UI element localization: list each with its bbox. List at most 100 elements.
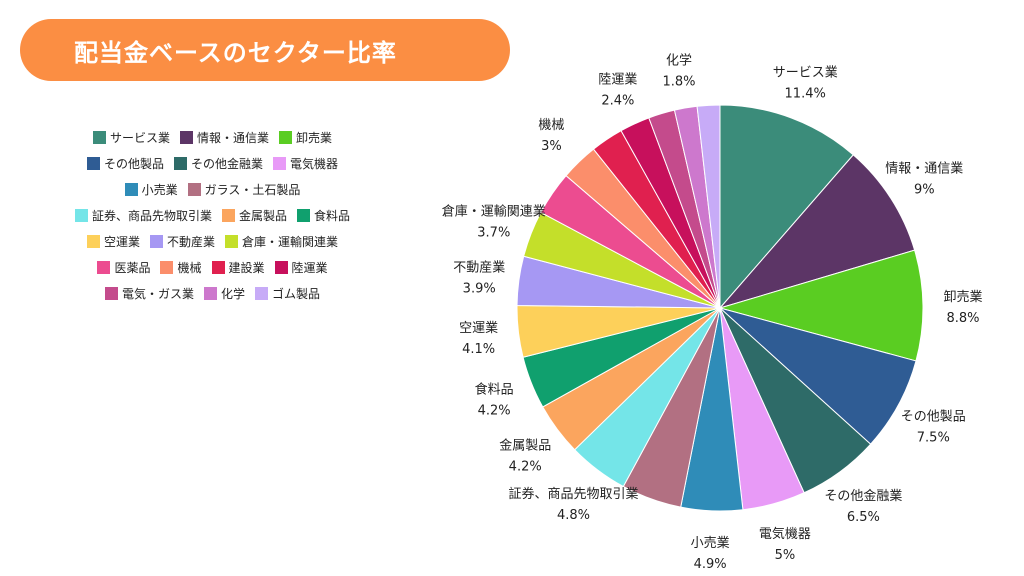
legend-item: その他製品: [86, 155, 164, 172]
slice-percent: 11.4%: [785, 86, 826, 101]
legend-item: ガラス・土石製品: [187, 181, 301, 198]
slice-label: 化学 1.8%: [662, 53, 695, 90]
legend-label: 医薬品: [114, 261, 151, 275]
legend-label: 電気・ガス業: [121, 287, 194, 301]
legend-swatch: [211, 261, 225, 274]
slice-category: 空運業: [459, 320, 498, 336]
legend-label: 倉庫・運輸関連業: [242, 235, 339, 249]
legend-swatch: [86, 157, 100, 170]
slice-category: 機械: [538, 118, 564, 133]
pie-slice: [696, 104, 721, 309]
legend-item: サービス業: [92, 129, 170, 146]
slice-category: 倉庫・運輸関連業: [442, 203, 546, 219]
legend-swatch: [74, 209, 88, 222]
pie-labels: サービス業 11.4% 情報・通信業 9% 卸売業 8.8% その他製品 7.5% その他金融業…: [442, 53, 983, 572]
legend-label: 建設業: [228, 261, 265, 275]
legend-label: サービス業: [109, 131, 170, 145]
legend-item: 不動産業: [149, 233, 215, 250]
legend-item: 建設業: [211, 259, 265, 276]
legend-item: 倉庫・運輸関連業: [225, 233, 338, 250]
legend-item: 化学: [203, 285, 245, 302]
legend-label: 不動産業: [166, 235, 215, 249]
legend-label: 化学: [220, 287, 245, 301]
slice-percent: 5%: [775, 548, 796, 563]
legend-row: 医薬品 機械 建設業 陸運業: [30, 258, 395, 277]
legend-swatch: [255, 287, 268, 300]
legend-swatch: [86, 235, 100, 248]
legend-swatch: [179, 131, 193, 144]
legend-item: 陸運業: [274, 259, 328, 276]
slice-label: 空運業 4.1%: [459, 320, 498, 357]
slice-label: 食料品 4.2%: [475, 382, 514, 419]
legend-item: ゴム製品: [255, 285, 320, 302]
legend-swatch: [297, 209, 310, 222]
legend-label: その他金融業: [190, 157, 263, 171]
slice-percent: 3%: [541, 139, 562, 154]
slice-category: 電気機器: [759, 526, 811, 542]
legend-swatch: [187, 183, 201, 196]
slice-category: その他製品: [901, 409, 966, 424]
legend-swatch: [97, 261, 111, 274]
slice-label: 情報・通信業 9%: [885, 161, 963, 198]
slice-percent: 4.1%: [462, 342, 495, 357]
legend-item: その他金融業: [173, 155, 263, 172]
slice-percent: 4.2%: [509, 459, 542, 474]
slice-label: 金属製品 4.2%: [499, 437, 551, 474]
legend-item: 機械: [160, 259, 202, 276]
legend: サービス業 情報・通信業 卸売業その他製品 その他金融業 電気機器小売業 ガラス・土石製品…: [30, 128, 395, 303]
slice-label: 不動産業 3.9%: [453, 259, 505, 296]
legend-label: 空運業: [103, 235, 140, 249]
legend-item: 金属製品: [221, 207, 287, 224]
slice-category: 卸売業: [943, 289, 982, 305]
slice-label: 機械 3%: [538, 118, 564, 154]
legend-item: 証券、商品先物取引業: [74, 207, 212, 224]
legend-label: ゴム製品: [272, 287, 321, 301]
slice-label: 倉庫・運輸関連業 3.7%: [442, 203, 546, 240]
slice-category: 食料品: [475, 382, 514, 398]
legend-row: その他製品 その他金融業 電気機器: [30, 154, 395, 173]
slice-label: 卸売業 8.8%: [943, 289, 982, 326]
legend-label: 食料品: [314, 209, 351, 223]
slice-label: その他製品 7.5%: [901, 409, 966, 445]
legend-swatch: [160, 261, 174, 274]
legend-row: 小売業 ガラス・土石製品: [30, 180, 395, 199]
slice-percent: 9%: [914, 183, 935, 198]
slice-percent: 3.9%: [463, 281, 496, 296]
slice-percent: 1.8%: [662, 75, 695, 90]
legend-label: 電気機器: [290, 157, 339, 171]
legend-item: 小売業: [124, 181, 178, 198]
slice-percent: 4.8%: [557, 508, 590, 523]
slice-category: 小売業: [691, 535, 730, 551]
legend-swatch: [203, 287, 217, 300]
legend-row: 証券、商品先物取引業 金属製品 食料品: [30, 206, 395, 225]
legend-label: 情報・通信業: [196, 131, 269, 145]
legend-label: 小売業: [141, 183, 178, 197]
slice-category: その他金融業: [824, 488, 902, 504]
legend-item: 空運業: [86, 233, 140, 250]
legend-row: 電気・ガス業 化学 ゴム製品: [30, 284, 395, 303]
slice-percent: 8.8%: [946, 311, 979, 326]
slice-category: 不動産業: [453, 259, 505, 275]
slice-percent: 7.5%: [917, 430, 950, 445]
slice-category: 金属製品: [499, 437, 551, 453]
slice-label: 証券、商品先物取引業 4.8%: [508, 486, 638, 523]
legend-swatch: [92, 131, 106, 144]
pie-slice: [718, 154, 916, 309]
slice-label: 電気機器 5%: [759, 526, 811, 563]
slice-label: 陸運業 2.4%: [598, 72, 637, 109]
legend-swatch: [279, 131, 292, 144]
legend-item: 卸売業: [279, 129, 332, 146]
pie-slices: [516, 104, 924, 512]
legend-item: 食料品: [297, 207, 350, 224]
legend-swatch: [173, 157, 187, 170]
slice-label: その他金融業 6.5%: [824, 488, 902, 525]
legend-swatch: [225, 235, 238, 248]
pie-slice: [719, 104, 854, 310]
legend-swatch: [124, 183, 138, 196]
legend-item: 情報・通信業: [179, 129, 269, 146]
slice-label: サービス業 11.4%: [773, 64, 838, 101]
legend-item: 医薬品: [97, 259, 150, 276]
legend-label: ガラス・土石製品: [204, 183, 301, 197]
legend-label: 陸運業: [291, 261, 328, 275]
